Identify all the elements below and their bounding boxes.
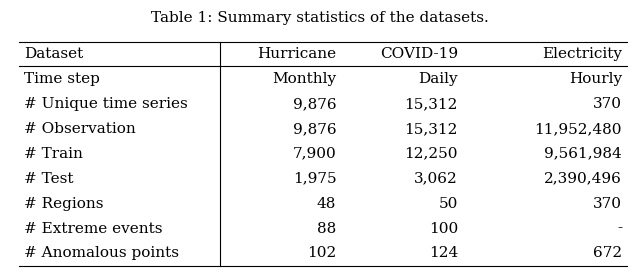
Text: 12,250: 12,250 [404, 147, 458, 161]
Text: 9,876: 9,876 [292, 97, 337, 111]
Text: 7,900: 7,900 [292, 147, 337, 161]
Text: Table 1: Summary statistics of the datasets.: Table 1: Summary statistics of the datas… [151, 11, 489, 25]
Text: # Anomalous points: # Anomalous points [24, 247, 179, 260]
Text: 1,975: 1,975 [292, 172, 337, 186]
Text: 370: 370 [593, 197, 622, 211]
Text: # Observation: # Observation [24, 122, 136, 136]
Text: 2,390,496: 2,390,496 [544, 172, 622, 186]
Text: 124: 124 [429, 247, 458, 260]
Text: # Train: # Train [24, 147, 83, 161]
Text: 672: 672 [593, 247, 622, 260]
Text: 11,952,480: 11,952,480 [534, 122, 622, 136]
Text: 9,876: 9,876 [292, 122, 337, 136]
Text: Hourly: Hourly [569, 72, 622, 86]
Text: # Test: # Test [24, 172, 74, 186]
Text: 370: 370 [593, 97, 622, 111]
Text: # Regions: # Regions [24, 197, 104, 211]
Text: 88: 88 [317, 222, 337, 235]
Text: # Extreme events: # Extreme events [24, 222, 163, 235]
Text: 50: 50 [438, 197, 458, 211]
Text: -: - [617, 222, 622, 235]
Text: Hurricane: Hurricane [257, 47, 337, 61]
Text: 3,062: 3,062 [414, 172, 458, 186]
Text: # Unique time series: # Unique time series [24, 97, 188, 111]
Text: Dataset: Dataset [24, 47, 84, 61]
Text: 102: 102 [307, 247, 337, 260]
Text: Daily: Daily [419, 72, 458, 86]
Text: 9,561,984: 9,561,984 [545, 147, 622, 161]
Text: 15,312: 15,312 [404, 122, 458, 136]
Text: 48: 48 [317, 197, 337, 211]
Text: 100: 100 [429, 222, 458, 235]
Text: Time step: Time step [24, 72, 100, 86]
Text: Electricity: Electricity [542, 47, 622, 61]
Text: Monthly: Monthly [272, 72, 337, 86]
Text: COVID-19: COVID-19 [380, 47, 458, 61]
Text: 15,312: 15,312 [404, 97, 458, 111]
